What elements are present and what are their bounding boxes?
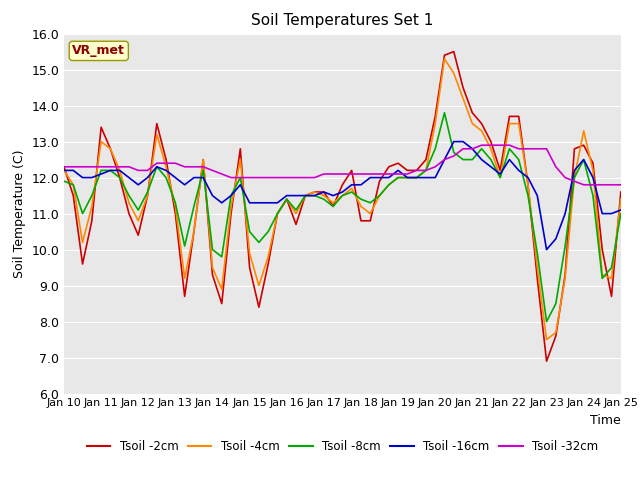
Text: VR_met: VR_met [72,44,125,58]
Y-axis label: Soil Temperature (C): Soil Temperature (C) [13,149,26,278]
X-axis label: Time: Time [590,414,621,427]
Title: Soil Temperatures Set 1: Soil Temperatures Set 1 [252,13,433,28]
Legend: Tsoil -2cm, Tsoil -4cm, Tsoil -8cm, Tsoil -16cm, Tsoil -32cm: Tsoil -2cm, Tsoil -4cm, Tsoil -8cm, Tsoi… [82,435,603,458]
